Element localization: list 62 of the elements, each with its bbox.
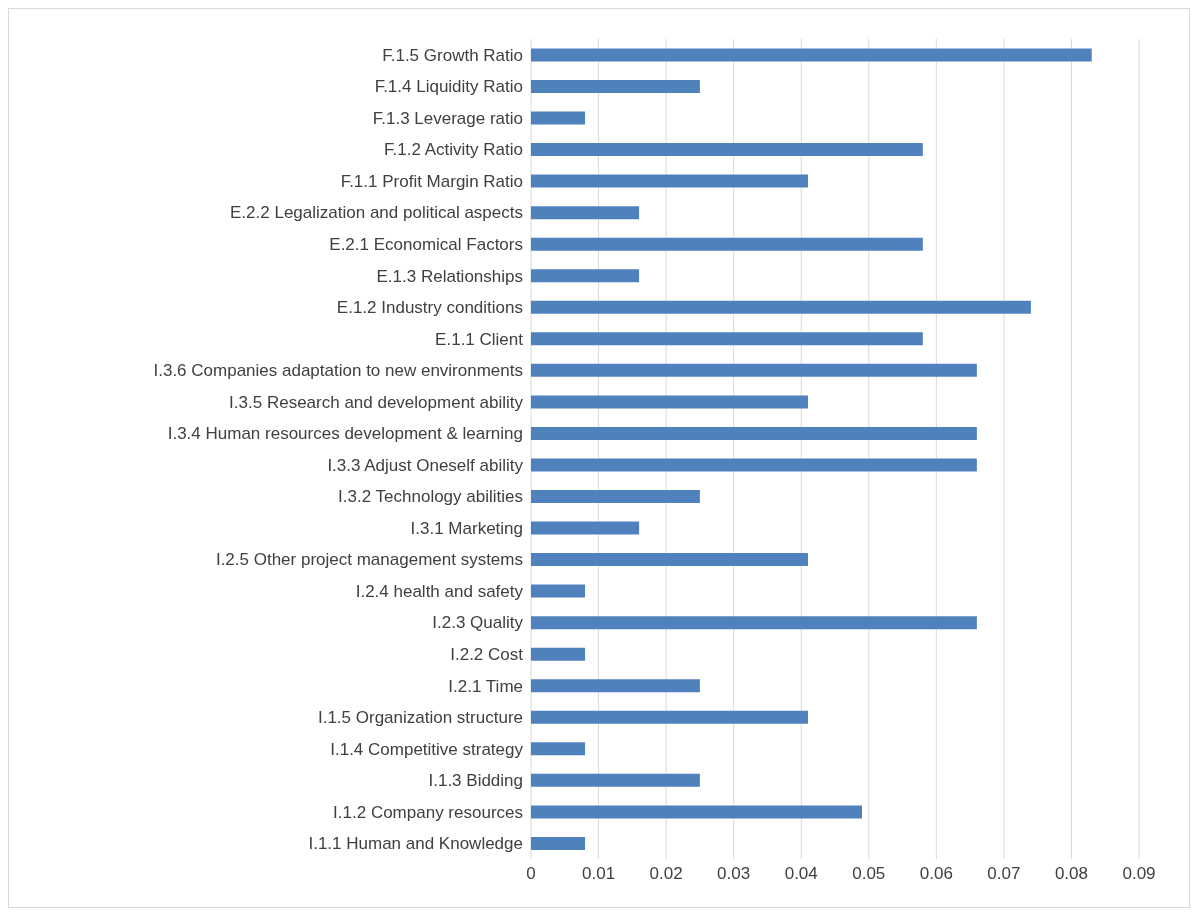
y-tick-label: E.1.2 Industry conditions xyxy=(336,298,523,318)
bar xyxy=(531,143,923,157)
y-tick-label: I.2.3 Quality xyxy=(432,613,524,633)
bar xyxy=(531,836,586,850)
bar xyxy=(531,111,586,125)
y-tick-label: F.1.2 Activity Ratio xyxy=(384,140,523,160)
x-tick-label: 0.02 xyxy=(649,864,683,884)
y-tick-label: I.2.2 Cost xyxy=(450,645,524,665)
bar xyxy=(531,426,977,440)
bar xyxy=(531,679,700,693)
y-tick-label: I.2.5 Other project management systems xyxy=(215,550,523,570)
x-tick-label: 0.04 xyxy=(784,864,818,884)
bar xyxy=(531,710,808,724)
y-tick-label: I.2.1 Time xyxy=(448,676,523,696)
bar xyxy=(531,490,700,503)
bar xyxy=(531,48,1092,62)
y-tick-label: I.2.4 health and safety xyxy=(355,581,524,601)
y-tick-label: E.1.1 Client xyxy=(435,329,524,349)
y-tick-label: I.3.1 Marketing xyxy=(410,518,523,538)
x-tick-label: 0.07 xyxy=(987,864,1021,884)
bar xyxy=(531,458,977,472)
y-tick-label: I.3.2 Technology abilities xyxy=(338,487,523,507)
y-tick-label: I.1.3 Bidding xyxy=(428,771,523,791)
x-tick-label: 0.03 xyxy=(717,864,751,884)
bar xyxy=(531,805,863,819)
y-tick-label: E.2.1 Economical Factors xyxy=(329,235,523,255)
bar xyxy=(531,616,977,630)
x-tick-label: 0 xyxy=(526,864,536,884)
bar xyxy=(531,742,586,756)
x-tick-label: 0.01 xyxy=(582,864,616,884)
y-tick-label: I.1.5 Organization structure xyxy=(317,708,523,728)
x-tick-label: 0.09 xyxy=(1122,864,1156,884)
x-tick-label: 0.05 xyxy=(852,864,886,884)
y-tick-label: F.1.3 Leverage ratio xyxy=(372,108,523,128)
bar xyxy=(531,237,923,251)
bar xyxy=(531,584,586,598)
y-tick-label: E.1.3 Relationships xyxy=(376,266,523,286)
bar xyxy=(531,174,808,188)
y-tick-label: I.1.1 Human and Knowledge xyxy=(308,834,523,854)
bar xyxy=(531,553,808,567)
y-tick-label: I.3.3 Adjust Oneself ability xyxy=(327,455,524,475)
bar xyxy=(531,80,700,93)
bar xyxy=(531,332,923,346)
y-tick-label: I.1.4 Competitive strategy xyxy=(330,739,524,759)
bar xyxy=(531,395,808,409)
y-tick-label: I.1.2 Company resources xyxy=(333,802,523,822)
bar xyxy=(531,521,640,535)
bar xyxy=(531,300,1031,314)
bar xyxy=(531,363,977,377)
x-tick-label: 0.06 xyxy=(919,864,953,884)
x-tick-label: 0.08 xyxy=(1054,864,1088,884)
y-tick-label: E.2.2 Legalization and political aspects xyxy=(230,203,523,223)
y-tick-label: F.1.5 Growth Ratio xyxy=(382,45,523,65)
y-tick-label: I.3.6 Companies adaptation to new environments xyxy=(153,361,523,381)
bar xyxy=(531,647,586,661)
y-tick-label: I.3.4 Human resources development & learning xyxy=(167,424,523,444)
bar xyxy=(531,269,640,283)
y-tick-label: F.1.1 Profit Margin Ratio xyxy=(340,171,523,191)
y-tick-label: I.3.5 Research and development ability xyxy=(229,392,524,412)
bar xyxy=(531,773,700,787)
bar xyxy=(531,206,640,220)
y-tick-label: F.1.4 Liquidity Ratio xyxy=(374,77,523,97)
